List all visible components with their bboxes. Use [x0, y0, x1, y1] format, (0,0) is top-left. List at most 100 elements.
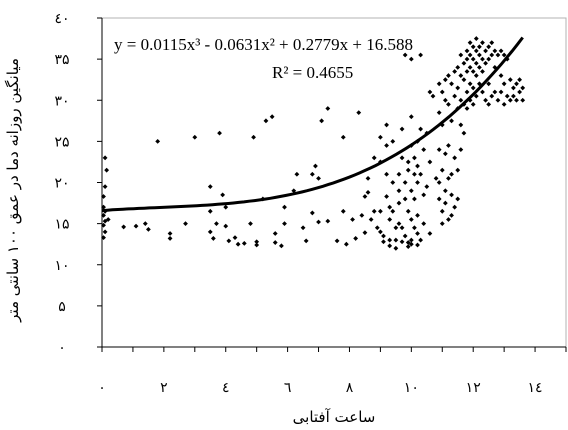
data-point — [421, 192, 427, 198]
data-point — [470, 69, 476, 74]
data-point — [390, 138, 396, 144]
data-point — [102, 155, 108, 161]
data-point — [458, 147, 464, 152]
data-point — [415, 180, 420, 185]
data-point — [402, 233, 408, 239]
data-point — [458, 52, 464, 58]
data-point — [384, 143, 389, 148]
data-point — [362, 194, 368, 199]
y-tick-label: ۲۵ — [54, 134, 69, 150]
data-point — [498, 89, 504, 95]
data-point — [467, 81, 473, 87]
data-point — [121, 224, 127, 230]
data-point — [340, 208, 346, 214]
data-point — [476, 44, 482, 50]
x-tick-label: ۱٤ — [528, 380, 543, 396]
data-point — [102, 184, 108, 190]
data-point — [408, 241, 414, 247]
data-point — [220, 192, 226, 198]
data-point — [483, 97, 488, 103]
y-tick-label: ۰ — [58, 340, 66, 356]
data-point — [455, 167, 461, 173]
data-point — [350, 217, 355, 222]
data-point — [442, 200, 448, 206]
data-point — [105, 217, 111, 222]
data-point — [272, 231, 278, 236]
data-point — [133, 223, 139, 229]
data-point — [436, 110, 442, 115]
data-point — [316, 175, 321, 181]
data-point — [489, 52, 495, 58]
data-point — [415, 231, 420, 236]
data-point — [427, 89, 433, 95]
data-point — [501, 52, 507, 58]
data-point — [520, 85, 526, 91]
data-point — [371, 155, 377, 161]
data-point — [353, 236, 359, 241]
data-point — [489, 93, 495, 99]
data-point — [384, 122, 389, 128]
data-point — [396, 200, 402, 206]
data-point — [455, 64, 461, 70]
data-point — [507, 77, 513, 83]
data-point — [399, 126, 405, 132]
data-point — [461, 60, 467, 66]
data-point — [464, 106, 470, 111]
data-point — [452, 69, 458, 74]
data-point — [356, 110, 362, 115]
y-ticks: ۰ ۵ ۱۰ ۱۵ ۲۰ ۲۵ ۳۰ ۳۵ ٤۰ — [54, 11, 102, 356]
data-point — [192, 134, 198, 140]
data-point — [458, 97, 464, 103]
data-point — [101, 213, 106, 218]
data-point — [223, 223, 229, 229]
data-point — [167, 231, 173, 236]
data-point — [449, 192, 454, 198]
data-point — [402, 180, 408, 185]
data-point — [517, 77, 522, 83]
data-point — [101, 204, 106, 210]
trendline — [101, 36, 524, 213]
data-point — [142, 221, 148, 227]
data-point — [511, 93, 516, 99]
data-point — [464, 48, 470, 54]
data-point — [467, 52, 473, 58]
y-tick-label: ۱۰ — [54, 258, 69, 274]
y-tick-label: ۲۰ — [54, 176, 69, 192]
data-point — [421, 221, 427, 227]
data-point — [378, 229, 383, 235]
data-point — [436, 180, 442, 185]
data-point — [405, 240, 411, 245]
data-point — [446, 101, 451, 107]
data-point — [390, 180, 396, 185]
data-point — [415, 163, 420, 169]
data-point — [412, 196, 417, 202]
data-point — [464, 69, 470, 74]
data-point — [378, 134, 383, 140]
data-point — [436, 81, 442, 87]
data-point — [486, 44, 492, 50]
data-point — [446, 217, 451, 222]
data-point — [319, 118, 325, 124]
data-point — [442, 77, 448, 83]
data-point — [282, 204, 287, 210]
data-point — [455, 196, 461, 202]
x-tick-label: ۱۰ — [404, 380, 419, 396]
data-point — [470, 56, 476, 62]
data-point — [387, 217, 393, 222]
data-point — [452, 155, 458, 161]
data-point — [405, 159, 411, 165]
data-point — [520, 97, 526, 103]
data-point — [402, 196, 408, 202]
data-point — [396, 171, 402, 177]
data-point — [483, 48, 488, 54]
data-point — [439, 89, 445, 95]
data-point — [476, 52, 482, 58]
data-point — [384, 171, 389, 177]
data-point — [412, 155, 417, 161]
data-point — [300, 225, 306, 231]
data-point — [214, 221, 219, 227]
data-point — [439, 221, 445, 227]
data-point — [418, 126, 424, 132]
data-point — [436, 196, 442, 202]
data-point — [495, 97, 501, 103]
